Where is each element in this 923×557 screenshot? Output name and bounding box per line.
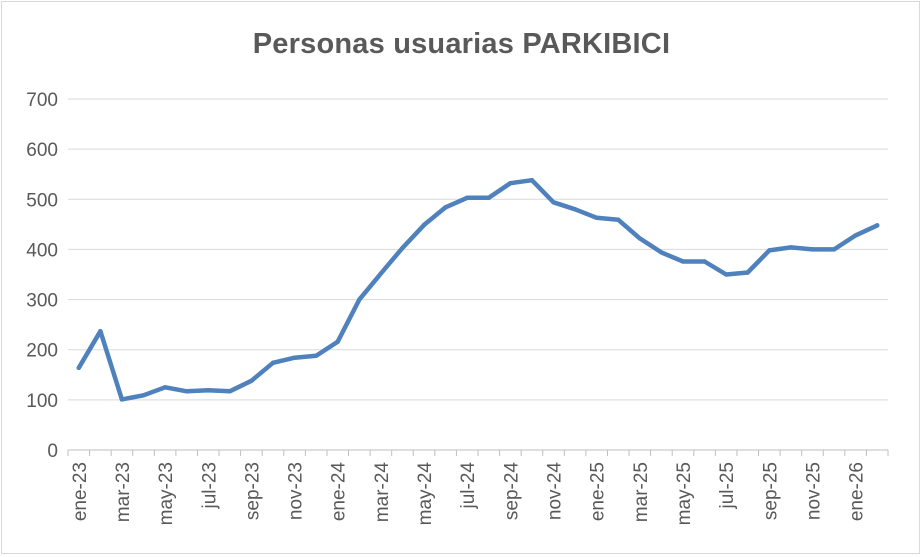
data-point: [486, 195, 491, 200]
y-tick-label: 300: [26, 291, 58, 312]
data-point: [465, 195, 470, 200]
x-tick-label: ene-23: [70, 462, 91, 521]
data-point: [119, 397, 125, 402]
data-point: [875, 223, 880, 228]
data-point: [249, 378, 254, 384]
x-tick-label: sep-23: [242, 462, 263, 520]
data-point: [745, 270, 750, 275]
data-point: [659, 250, 664, 255]
y-tick-label: 400: [26, 240, 58, 261]
data-point: [76, 365, 81, 370]
y-tick-label: 100: [26, 391, 58, 412]
data-point: [98, 328, 103, 334]
y-axis-ticks: 0 100 200 300 400 500 600 700: [26, 90, 58, 462]
data-point: [637, 236, 643, 241]
data-point: [335, 339, 340, 344]
x-tick-label: mar-23: [113, 462, 134, 522]
y-tick-label: 200: [26, 341, 58, 362]
x-tick-label: sep-24: [501, 462, 522, 521]
data-point: [508, 181, 513, 186]
y-tick-label: 0: [47, 441, 58, 462]
x-tick-label: may-25: [674, 462, 695, 525]
chart-title: Personas usuarias PARKIBICI: [252, 28, 671, 60]
data-point: [162, 385, 168, 390]
x-tick-label: nov-25: [803, 462, 824, 520]
data-point: [788, 245, 794, 250]
data-point: [767, 248, 772, 253]
data-point: [810, 247, 815, 252]
data-point: [551, 200, 556, 205]
x-tick-label: jul-23: [199, 462, 220, 509]
y-tick-label: 500: [26, 190, 58, 211]
data-point: [853, 233, 858, 238]
x-axis: [67, 449, 889, 456]
data-point: [292, 355, 297, 360]
data-point: [378, 271, 384, 276]
data-point: [831, 247, 837, 252]
data-point: [421, 222, 427, 228]
series-group: [76, 177, 880, 402]
x-tick-label: ene-24: [329, 462, 350, 522]
data-point: [313, 353, 319, 358]
data-point: [680, 259, 686, 264]
data-point: [702, 259, 707, 264]
data-point: [443, 205, 448, 210]
x-tick-label: ene-25: [588, 462, 609, 521]
data-point: [616, 217, 621, 223]
x-tick-label: mar-25: [631, 462, 652, 522]
data-point: [206, 388, 211, 393]
y-tick-label: 600: [26, 140, 58, 161]
y-tick-label: 700: [26, 90, 58, 111]
x-tick-label: mar-24: [372, 462, 393, 523]
data-point: [529, 178, 535, 183]
data-point: [572, 207, 578, 212]
data-point: [723, 272, 729, 277]
data-point: [357, 297, 362, 302]
gridlines: [68, 98, 888, 401]
data-point: [400, 245, 405, 251]
x-axis-ticks: ene-23 mar-23 may-23 jul-23 sep-23 nov-23 ene-…: [70, 462, 868, 526]
x-tick-label: nov-24: [545, 462, 566, 521]
series-line: [76, 177, 880, 402]
data-point: [270, 360, 276, 365]
x-tick-label: may-24: [415, 462, 436, 526]
data-point: [594, 215, 599, 221]
x-tick-label: jul-24: [458, 462, 479, 510]
x-tick-label: ene-26: [847, 462, 868, 521]
x-tick-label: may-23: [156, 462, 177, 525]
data-point: [184, 389, 189, 394]
data-point: [141, 393, 146, 398]
x-tick-label: nov-23: [286, 462, 307, 520]
x-tick-label: sep-25: [760, 462, 781, 520]
x-tick-label: jul-25: [717, 462, 738, 509]
data-point: [227, 389, 233, 394]
